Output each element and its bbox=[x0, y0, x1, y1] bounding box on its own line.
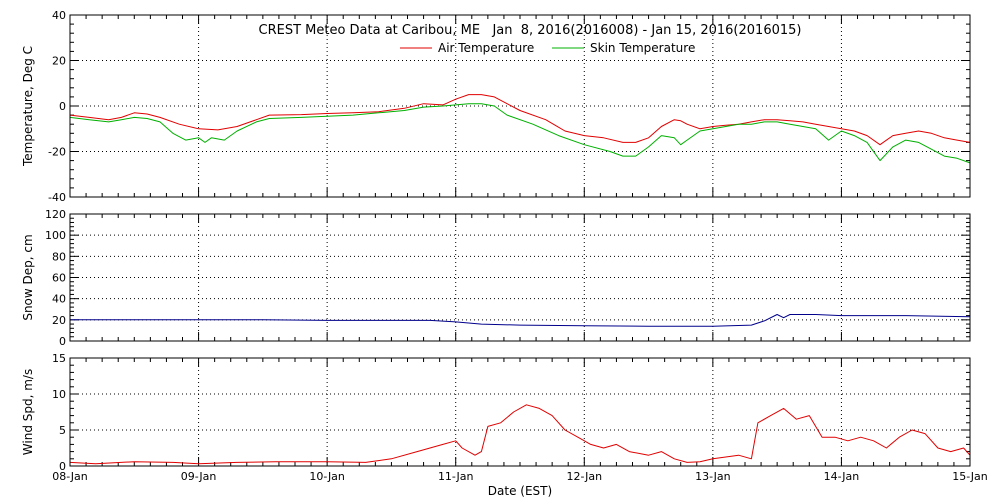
xlabel: Date (EST) bbox=[488, 484, 552, 498]
snow-depth-ytick-label: 20 bbox=[52, 314, 66, 327]
xtick-label: 12-Jan bbox=[567, 470, 603, 483]
snow-depth-ytick-label: 40 bbox=[52, 293, 66, 306]
legend-label-0: Air Temperature bbox=[438, 41, 534, 55]
temperature-ytick-label: 20 bbox=[52, 55, 66, 68]
snow-depth-plot-frame bbox=[69, 213, 971, 342]
snow-depth-ytick-label: 0 bbox=[59, 335, 66, 348]
temperature-series-line-0 bbox=[69, 94, 971, 146]
wind-speed-ytick-label: 10 bbox=[52, 388, 66, 401]
temperature-plot-frame bbox=[69, 14, 971, 198]
chart-title: CREST Meteo Data at Caribou, ME Jan 8, 2… bbox=[259, 23, 802, 38]
wind-speed-ytick-label: 15 bbox=[52, 352, 66, 365]
temperature-ytick-label: 0 bbox=[59, 100, 66, 113]
xtick-label: 08-Jan bbox=[52, 470, 88, 483]
wind-speed-series-line-0 bbox=[69, 404, 971, 465]
legend-label-1: Skin Temperature bbox=[590, 41, 695, 55]
snow-depth-ytick-label: 80 bbox=[52, 250, 66, 263]
xtick-label: 10-Jan bbox=[309, 470, 345, 483]
temperature-ytick-label: 40 bbox=[52, 9, 66, 22]
temperature-ylabel: Temperature, Deg C bbox=[21, 46, 35, 167]
wind-speed-ytick-label: 5 bbox=[59, 424, 66, 437]
xtick-label: 14-Jan bbox=[824, 470, 860, 483]
xtick-label: 15-Jan bbox=[952, 470, 988, 483]
wind-speed-plot-frame bbox=[69, 357, 971, 467]
snow-depth-ytick-label: 120 bbox=[45, 208, 66, 221]
snow-depth-ytick-label: 60 bbox=[52, 272, 66, 285]
wind-speed-ylabel: Wind Spd, m/s bbox=[21, 369, 35, 455]
temperature-series-line-1 bbox=[69, 103, 971, 164]
snow-depth-ytick-label: 100 bbox=[45, 229, 66, 242]
temperature-ytick-label: -40 bbox=[48, 191, 66, 204]
snow-depth-series-line-0 bbox=[70, 314, 971, 327]
xtick-label: 11-Jan bbox=[438, 470, 474, 483]
xtick-label: 09-Jan bbox=[181, 470, 217, 483]
wind-speed-ytick-label: 0 bbox=[59, 460, 66, 473]
xtick-label: 13-Jan bbox=[695, 470, 731, 483]
snow-depth-ylabel: Snow Dep, cm bbox=[21, 234, 35, 320]
temperature-ytick-label: -20 bbox=[48, 146, 66, 159]
